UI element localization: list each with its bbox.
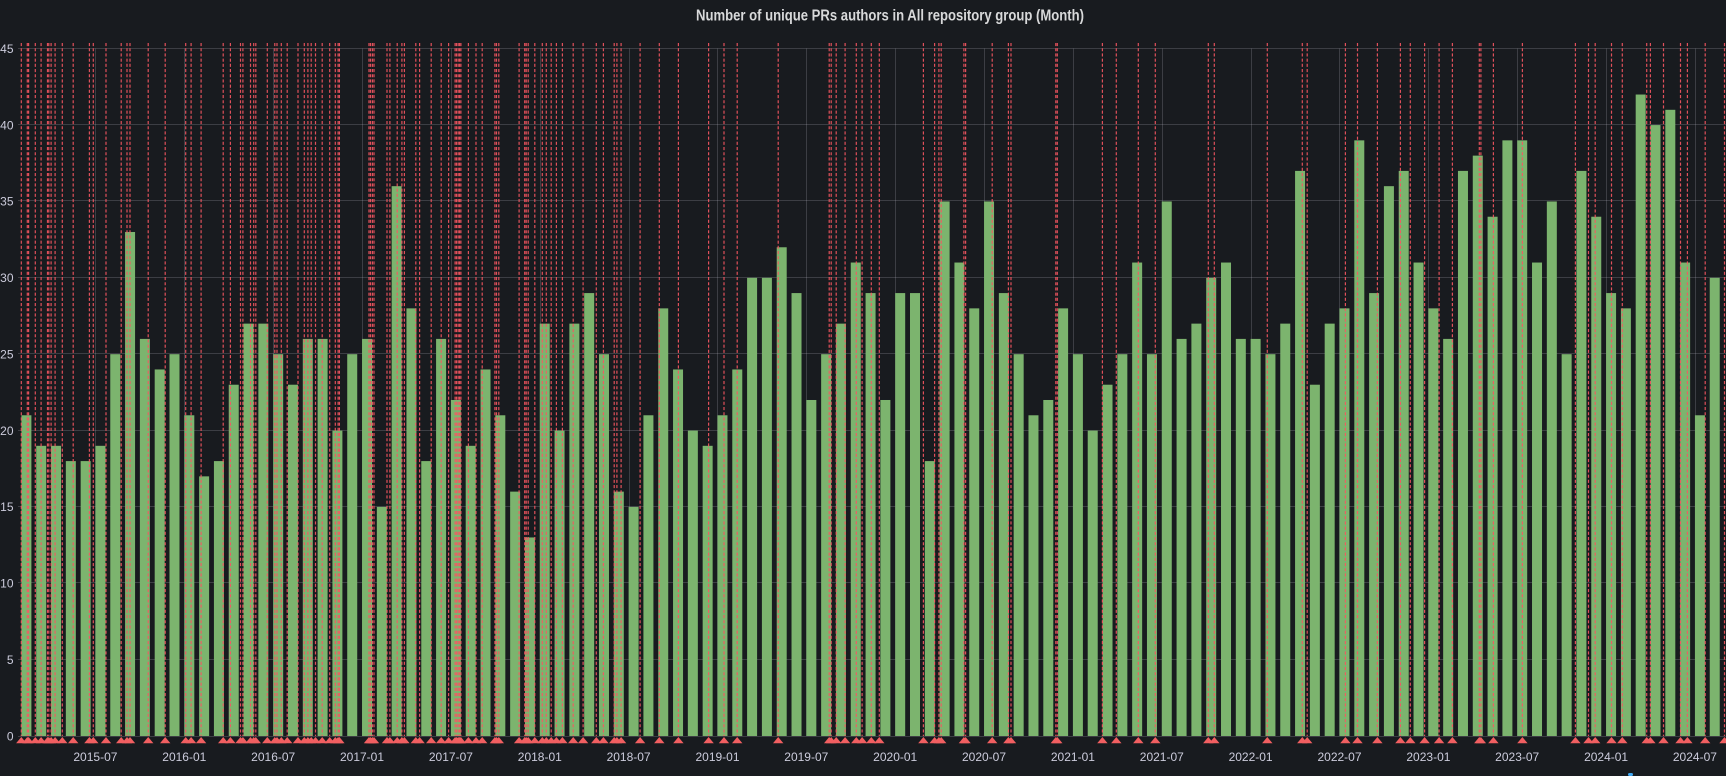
- svg-text:2024-07: 2024-07: [1673, 750, 1717, 764]
- svg-text:15: 15: [0, 500, 14, 514]
- svg-text:2016-07: 2016-07: [251, 750, 295, 764]
- svg-text:2024-01: 2024-01: [1584, 750, 1628, 764]
- svg-text:25: 25: [0, 348, 14, 362]
- svg-text:40: 40: [0, 118, 14, 132]
- svg-text:20: 20: [0, 424, 14, 438]
- svg-text:2023-01: 2023-01: [1406, 750, 1450, 764]
- svg-text:2023-07: 2023-07: [1495, 750, 1539, 764]
- svg-text:2022-07: 2022-07: [1317, 750, 1361, 764]
- svg-text:2018-07: 2018-07: [607, 750, 651, 764]
- svg-text:Number of unique PRs authors i: Number of unique PRs authors in All repo…: [696, 7, 1084, 24]
- svg-text:2017-01: 2017-01: [340, 750, 384, 764]
- svg-text:2021-07: 2021-07: [1140, 750, 1184, 764]
- svg-text:45: 45: [0, 42, 14, 56]
- svg-text:2017-07: 2017-07: [429, 750, 473, 764]
- svg-text:2020-01: 2020-01: [873, 750, 917, 764]
- svg-text:2019-01: 2019-01: [695, 750, 739, 764]
- svg-text:0: 0: [7, 729, 14, 743]
- svg-text:2021-01: 2021-01: [1051, 750, 1095, 764]
- svg-text:2020-07: 2020-07: [962, 750, 1006, 764]
- svg-text:2018-01: 2018-01: [518, 750, 562, 764]
- svg-text:2016-01: 2016-01: [162, 750, 206, 764]
- svg-text:10: 10: [0, 577, 14, 591]
- svg-text:2019-07: 2019-07: [784, 750, 828, 764]
- svg-text:35: 35: [0, 195, 14, 209]
- svg-text:5: 5: [7, 653, 14, 667]
- svg-text:2015-07: 2015-07: [73, 750, 117, 764]
- svg-text:30: 30: [0, 271, 14, 285]
- svg-text:2022-01: 2022-01: [1229, 750, 1273, 764]
